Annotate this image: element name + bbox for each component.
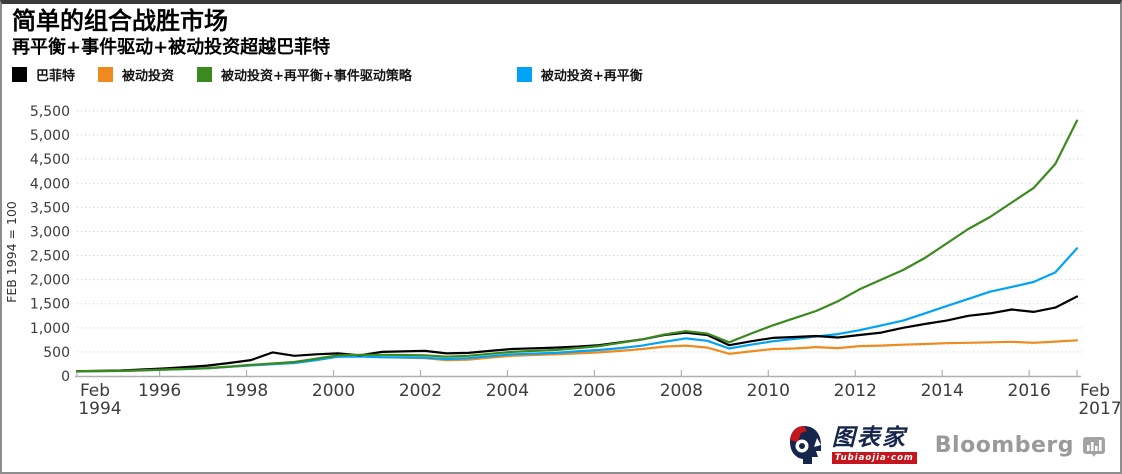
x-tick-label: 2002 — [399, 381, 442, 401]
footer-logos: 图表家 Tubiaojia·com Bloomberg — [788, 423, 1106, 467]
x-tick-label: 2006 — [573, 381, 616, 401]
legend-label: 被动投资 — [122, 69, 175, 84]
x-tick-label: 2012 — [834, 381, 877, 401]
legend-swatch-orange — [98, 67, 114, 82]
x-tick-label: 2004 — [486, 381, 529, 401]
y-tick-label: 500 — [43, 345, 70, 361]
x-tick-label: 2016 — [1008, 381, 1051, 401]
y-tick-label: 2,000 — [30, 273, 70, 289]
y-tick-label: 5,500 — [30, 104, 70, 120]
x-tick-label: 1994 — [78, 399, 121, 419]
x-tick-label: 1996 — [138, 381, 181, 401]
legend-item-buffett: 巴菲特 — [12, 65, 75, 84]
legend-label: 被动投资+再平衡+事件驱动策略 — [221, 69, 412, 84]
series-line-0 — [75, 295, 1079, 373]
legend-swatch-black — [12, 67, 27, 82]
bloomberg-logo: Bloomberg — [934, 432, 1074, 458]
y-tick-label: 3,000 — [30, 224, 70, 240]
tubiaojia-name: 图表家 — [831, 424, 907, 451]
tubiaojia-domain: Tubiaojia·com — [831, 451, 917, 464]
x-tick-label: 1998 — [225, 381, 268, 401]
y-tick-label: 0 — [61, 369, 70, 385]
chart-legend: 巴菲特 被动投资 被动投资+再平衡+事件驱动策略 被动投资+再平衡 — [12, 65, 662, 84]
legend-label: 巴菲特 — [36, 69, 76, 84]
line-chart: 0 500 1,000 1,500 2,000 2,500 3,000 3,500 4,000 4… — [4, 104, 1121, 419]
y-tick-label: 1,500 — [30, 297, 70, 313]
y-tick-label: 4,000 — [30, 176, 70, 192]
legend-item-passive-rebalance-event: 被动投资+再平衡+事件驱动策略 — [197, 65, 412, 84]
x-tick-label: 2017 — [1078, 399, 1121, 419]
tubiaojia-text: 图表家 Tubiaojia·com — [831, 424, 917, 464]
y-tick-label: 2,500 — [30, 249, 70, 265]
legend-swatch-green — [197, 67, 213, 82]
x-tick-label: Feb — [80, 381, 110, 401]
x-tick-label: 2010 — [747, 381, 790, 401]
legend-item-passive: 被动投资 — [98, 65, 174, 84]
legend-swatch-blue — [516, 67, 532, 82]
y-tick-label: 1,000 — [30, 321, 70, 337]
tubiaojia-head-icon — [789, 426, 821, 464]
x-tick-label: 2014 — [921, 381, 964, 401]
chart-header: 简单的组合战胜市场 再平衡+事件驱动+被动投资超越巴菲特 — [12, 7, 331, 58]
y-axis-title: FEB 1994 = 100 — [4, 201, 19, 303]
x-tick-label: 2000 — [312, 381, 355, 401]
chart-subtitle: 再平衡+事件驱动+被动投资超越巴菲特 — [12, 36, 331, 58]
x-tick-label: Feb — [1080, 381, 1110, 401]
y-tick-label: 4,500 — [30, 152, 70, 168]
bar-chart-icon — [1083, 437, 1105, 457]
y-tick-label: 3,500 — [30, 200, 70, 216]
series-line-2 — [75, 119, 1079, 373]
x-tick-label: 2008 — [660, 381, 703, 401]
legend-item-passive-rebalance: 被动投资+再平衡 — [516, 65, 643, 84]
page-title: 简单的组合战胜市场 — [12, 7, 228, 35]
y-tick-label: 5,000 — [30, 128, 70, 144]
tubiaojia-logo: 图表家 Tubiaojia·com — [788, 423, 917, 467]
legend-label: 被动投资+再平衡 — [540, 69, 643, 84]
